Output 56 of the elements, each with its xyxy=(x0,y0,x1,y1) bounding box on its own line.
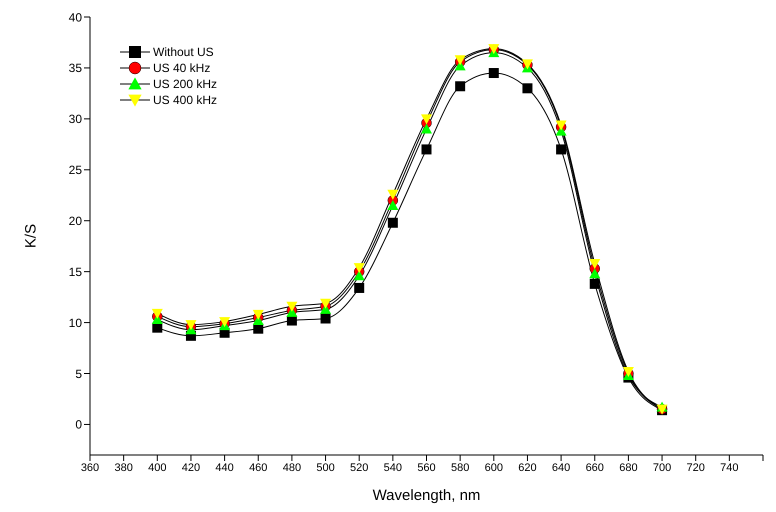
x-tick-label: 420 xyxy=(182,462,200,474)
point xyxy=(522,83,532,94)
x-tick-label: 560 xyxy=(417,462,436,474)
x-tick-label: 720 xyxy=(686,462,705,474)
y-tick-label: 25 xyxy=(68,163,82,178)
x-tick-label: 740 xyxy=(720,462,739,474)
x-axis-title: Wavelength, nm xyxy=(372,487,480,504)
y-tick-label: 10 xyxy=(68,316,82,330)
point xyxy=(590,278,600,289)
point xyxy=(354,282,364,293)
point xyxy=(354,270,365,280)
x-tick-label: 540 xyxy=(384,462,402,474)
point xyxy=(286,302,298,312)
point xyxy=(556,144,566,154)
point xyxy=(320,314,331,324)
y-tick-label: 20 xyxy=(68,214,82,228)
x-tick-label: 580 xyxy=(450,462,470,474)
point xyxy=(488,68,499,78)
y-tick-label: 5 xyxy=(75,366,82,381)
y-tick-label: 0 xyxy=(75,418,82,432)
point xyxy=(152,308,163,319)
x-tick-label: 440 xyxy=(215,462,234,474)
point xyxy=(387,190,398,200)
x-tick-label: 480 xyxy=(282,462,302,474)
legend-label: US 200 kHz xyxy=(153,77,218,91)
point xyxy=(388,218,398,228)
x-tick-label: 600 xyxy=(484,462,503,474)
point xyxy=(422,144,432,154)
point xyxy=(252,310,264,320)
y-tick-label: 40 xyxy=(68,10,82,24)
point xyxy=(320,298,332,309)
point xyxy=(354,263,365,274)
x-tick-label: 620 xyxy=(518,462,537,474)
y-tick-label: 30 xyxy=(68,112,82,126)
x-tick-label: 660 xyxy=(586,462,604,474)
x-tick-label: 700 xyxy=(652,462,672,474)
legend-label: US 400 kHz xyxy=(153,93,218,107)
x-tick-label: 400 xyxy=(148,462,166,474)
legend-label: Without US xyxy=(153,45,214,59)
y-axis-title: K/S xyxy=(22,224,40,248)
y-tick-label: 35 xyxy=(68,61,82,76)
legend-label: US 40 kHz xyxy=(153,61,210,75)
x-tick-label: 460 xyxy=(249,462,268,474)
point xyxy=(421,124,432,134)
point xyxy=(455,81,466,92)
point xyxy=(387,200,398,210)
x-tick-label: 520 xyxy=(350,462,368,474)
point xyxy=(421,114,432,124)
x-tick-label: 680 xyxy=(619,462,638,474)
point xyxy=(589,268,600,278)
x-tick-label: 640 xyxy=(552,462,570,474)
x-tick-label: 380 xyxy=(114,462,133,474)
point xyxy=(589,259,600,269)
y-tick-label: 15 xyxy=(68,264,82,279)
x-tick-label: 360 xyxy=(80,462,100,474)
x-tick-label: 500 xyxy=(316,462,335,474)
